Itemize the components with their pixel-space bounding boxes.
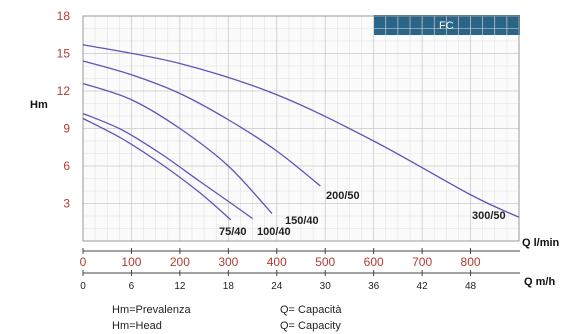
- curve-300-50: [82, 44, 520, 218]
- x-tick-label-m3h: 6: [129, 281, 135, 292]
- y-axis-title: Hm: [30, 99, 48, 111]
- legend-q-en: Q= Capacity: [280, 320, 341, 332]
- x-tick-label-lmin: 700: [412, 255, 432, 269]
- curve-label-300-50: 300/50: [472, 210, 506, 222]
- x-axis-title-m3h: Q m/h: [524, 276, 555, 288]
- x-tick-label-lmin: 100: [121, 255, 141, 269]
- x-tick-label-m3h: 36: [368, 281, 380, 292]
- x-tick-label-lmin: 0: [80, 255, 87, 269]
- curve-label-200-50: 200/50: [326, 190, 360, 202]
- curve-100-40: [82, 112, 253, 220]
- plot-frame: [82, 15, 520, 242]
- curve-label-100-40: 100/40: [257, 226, 291, 238]
- legend-q-it: Q= Capacità: [280, 304, 342, 316]
- curve-75-40: [82, 117, 232, 221]
- x-tick-label-m3h: 48: [465, 281, 477, 292]
- x-tick-label-lmin: 300: [218, 255, 238, 269]
- x-tick-label-lmin: 800: [461, 255, 481, 269]
- y-tick-label: 3: [63, 197, 70, 211]
- y-tick-label: 6: [63, 159, 70, 173]
- x-tick-label-lmin: 600: [364, 255, 384, 269]
- curve-150-40: [82, 82, 273, 214]
- y-tick-label: 15: [57, 47, 71, 61]
- x-tick-label-m3h: 18: [223, 281, 235, 292]
- legend-hm-en: Hm=Head: [112, 320, 162, 332]
- x-tick-label-m3h: 12: [174, 281, 186, 292]
- y-tick-label: 9: [63, 122, 70, 136]
- curve-200-50: [82, 60, 321, 187]
- x-tick-label-m3h: 0: [80, 281, 86, 292]
- y-tick-label: 12: [57, 84, 71, 98]
- x-axis-title-lmin: Q l/min: [522, 237, 560, 249]
- x-tick-label-m3h: 42: [417, 281, 429, 292]
- curve-label-75-40: 75/40: [219, 226, 247, 238]
- x-tick-label-lmin: 500: [315, 255, 335, 269]
- x-tick-label-lmin: 200: [170, 255, 190, 269]
- x-tick-label-m3h: 30: [320, 281, 332, 292]
- y-tick-label: 18: [57, 9, 71, 23]
- x-tick-label-lmin: 400: [267, 255, 287, 269]
- legend-hm-it: Hm=Prevalenza: [112, 304, 191, 316]
- x-tick-label-m3h: 24: [271, 281, 283, 292]
- curve-label-150-40: 150/40: [285, 215, 319, 227]
